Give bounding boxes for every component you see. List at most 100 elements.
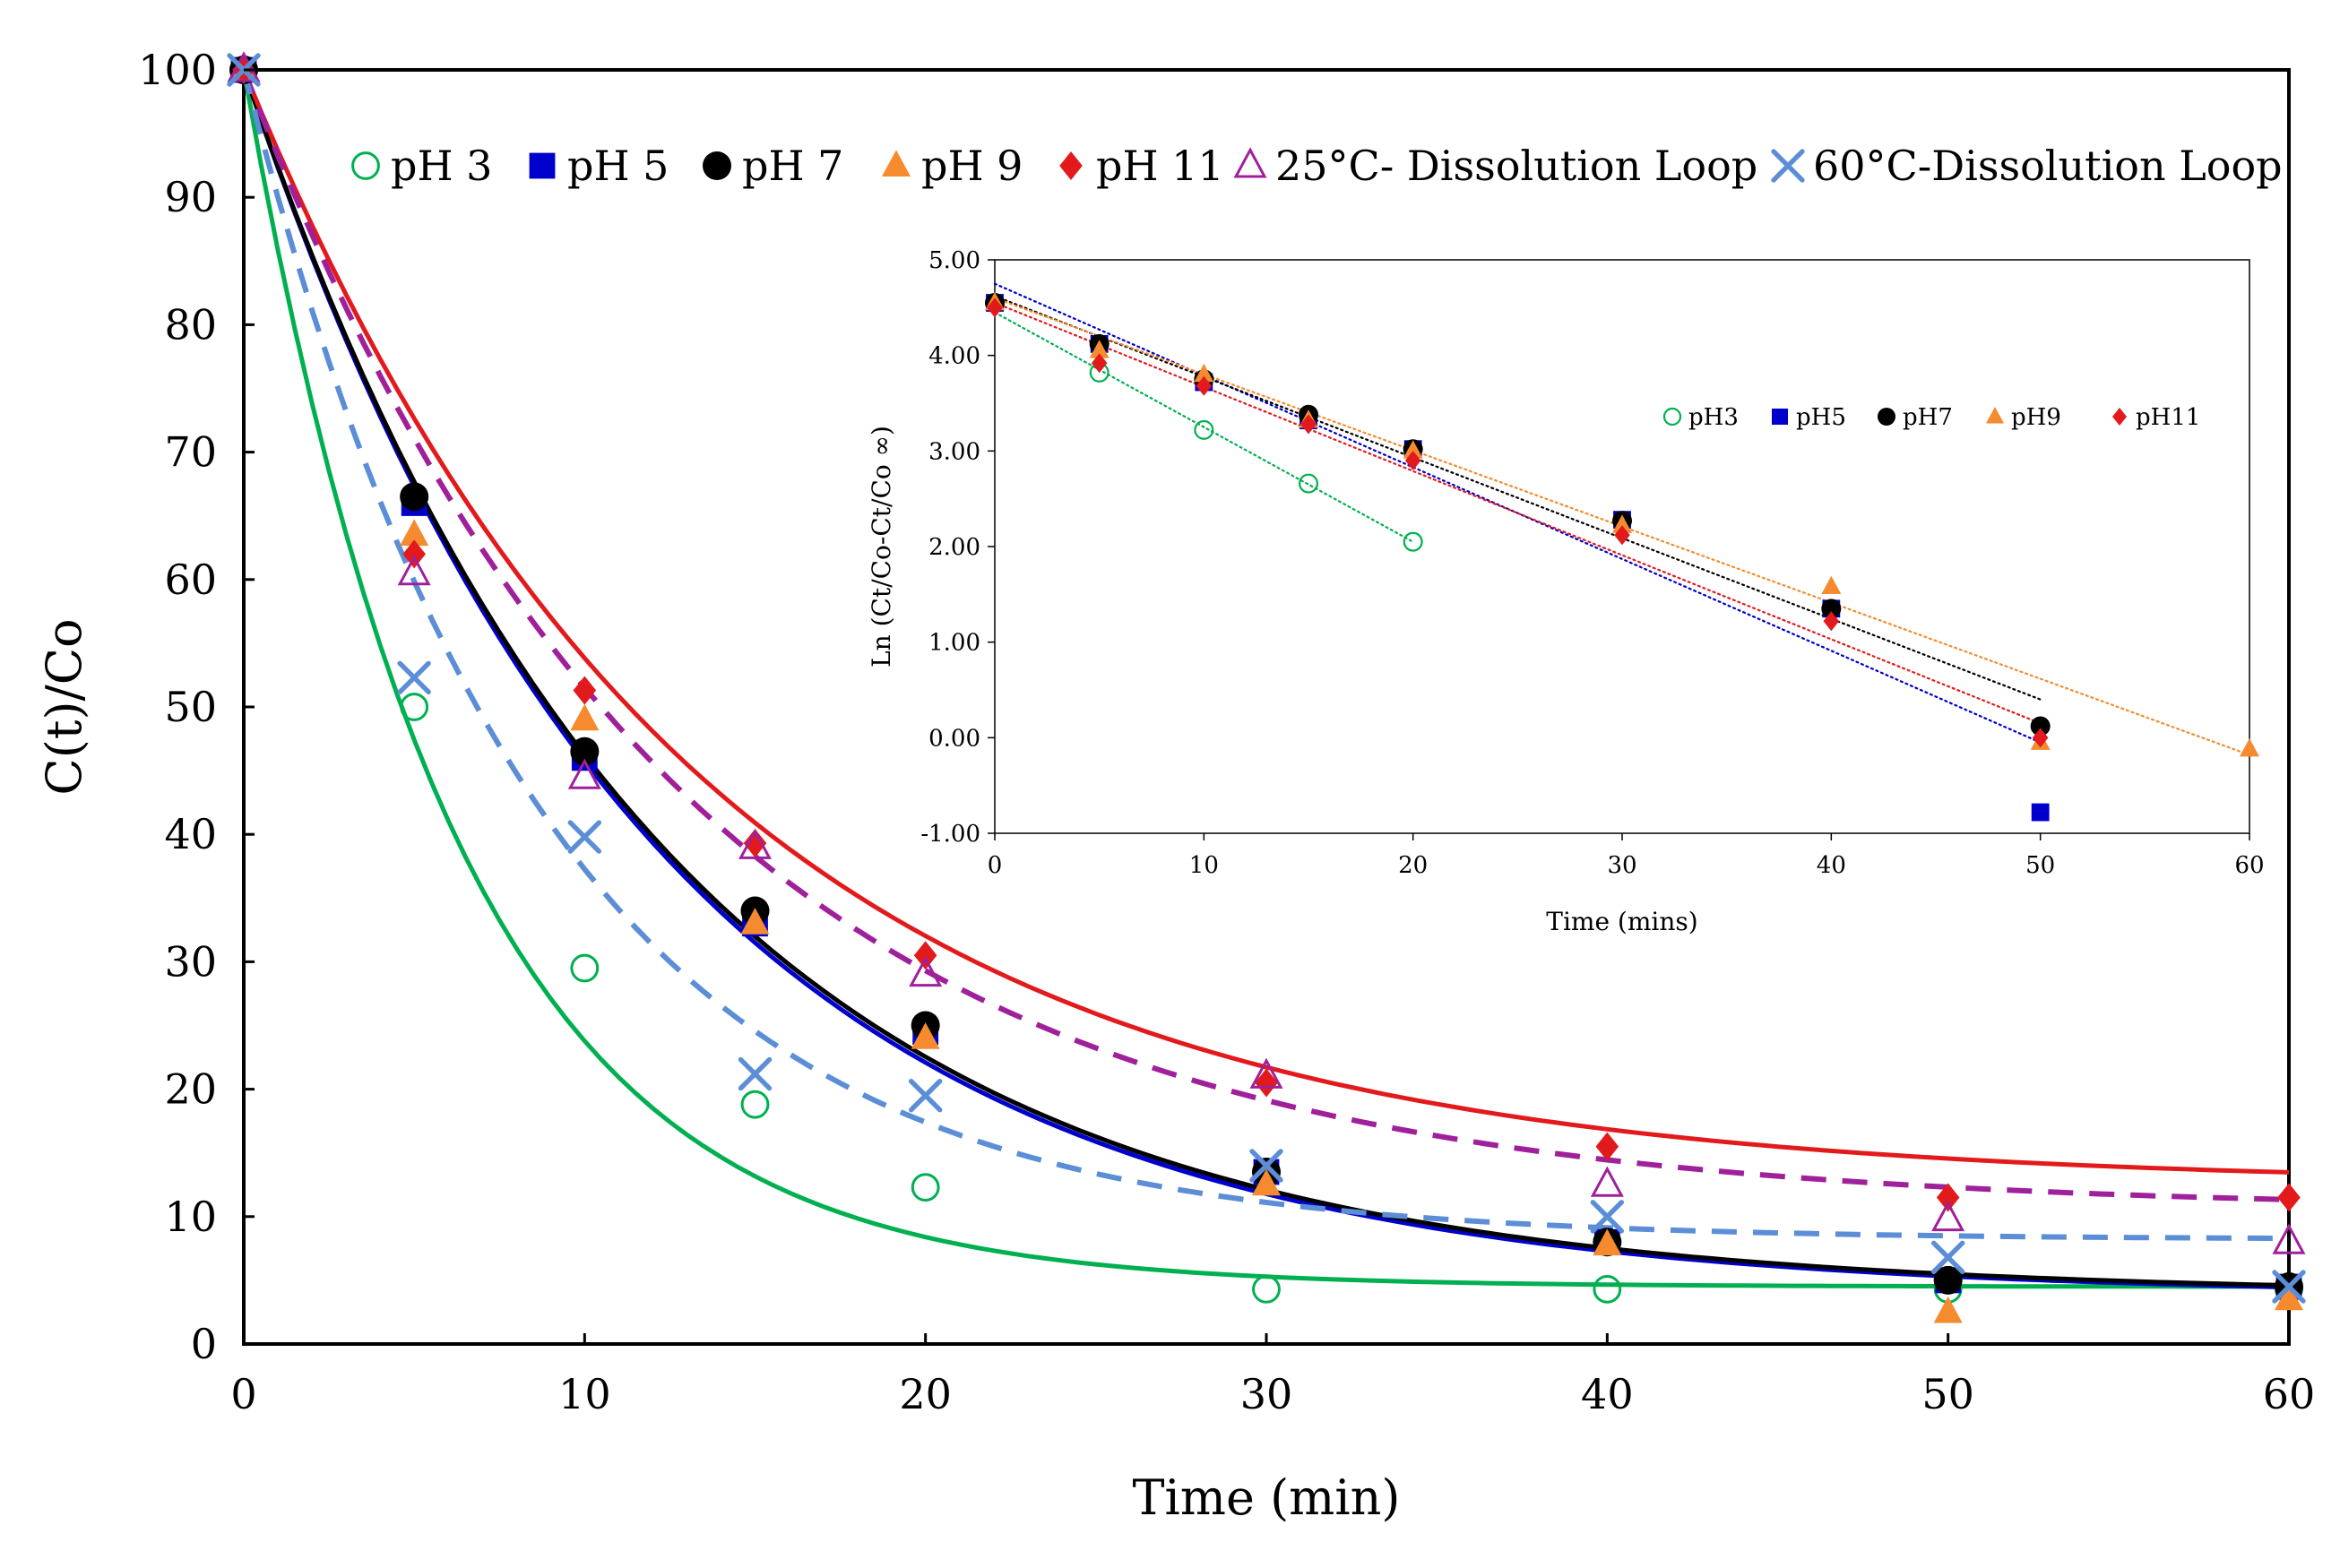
main-point-60-c-dissolution-loop	[1930, 1240, 1965, 1274]
inset-point-ph9	[1089, 340, 1110, 358]
main-point-ph-11	[1255, 1068, 1278, 1098]
main-legend-marker-25-c-dissolution-loop	[1233, 147, 1267, 178]
inset-point-ph9	[2240, 738, 2259, 757]
main-legend-label-ph-5: pH 5	[567, 142, 669, 190]
inset-point-ph5	[2031, 803, 2050, 822]
inset-point-ph11	[1823, 611, 1840, 632]
main-legend-marker-ph-11	[1059, 151, 1083, 180]
main-point-25-c-dissolution-loop	[738, 828, 773, 859]
inset-point-ph11	[987, 297, 1003, 318]
inset-point-ph9	[1821, 575, 1842, 595]
main-point-25-c-dissolution-loop	[567, 758, 601, 789]
main-point-ph-11	[913, 941, 937, 970]
inset-legend-label-ph9: pH9	[2011, 404, 2061, 431]
main-point-25-c-dissolution-loop	[1249, 1057, 1283, 1089]
main-y-tick-label: 100	[138, 46, 217, 94]
main-legend-label-60-c-dissolution-loop: 60°C-Dissolution Loop	[1813, 142, 2283, 190]
main-x-tick-label: 30	[1240, 1370, 1293, 1418]
inset-point-ph11	[2032, 728, 2049, 748]
inset-x-tick-label: 20	[1398, 852, 1428, 879]
inset-point-ph9	[1403, 440, 1423, 459]
inset-legend-marker-ph3	[1662, 407, 1682, 426]
main-legend-label-25-c-dissolution-loop: 25°C- Dissolution Loop	[1275, 142, 1757, 190]
main-point-ph-3	[1252, 1274, 1281, 1304]
inset-trendline-ph5	[993, 282, 2042, 744]
main-point-ph-9	[911, 1022, 940, 1049]
main-legend-label-ph-3: pH 3	[391, 142, 492, 190]
main-point-25-c-dissolution-loop	[397, 554, 431, 586]
main-legend-marker-ph-9	[882, 150, 911, 177]
main-x-axis-label: Time (min)	[1132, 1469, 1400, 1526]
inset-y-tick-label: 3.00	[928, 438, 980, 465]
inset-legend-label-ph7: pH7	[1903, 404, 1953, 431]
main-point-60-c-dissolution-loop	[567, 820, 602, 854]
main-point-ph-11	[1595, 1132, 1619, 1161]
main-legend-marker-ph-7	[703, 151, 731, 180]
inset-legend-label-ph3: pH3	[1688, 404, 1739, 431]
main-point-ph-9	[2275, 1283, 2303, 1311]
main-point-25-c-dissolution-loop	[909, 955, 943, 987]
main-point-ph-9	[400, 519, 429, 547]
main-point-60-c-dissolution-loop	[1249, 1149, 1283, 1183]
main-point-ph-11	[402, 539, 426, 569]
inset-point-ph11	[1404, 451, 1421, 470]
main-point-60-c-dissolution-loop	[908, 1079, 943, 1113]
main-point-ph-11	[573, 676, 597, 705]
inset-point-ph7	[2030, 716, 2051, 737]
main-point-ph-9	[570, 703, 600, 731]
inset-point-ph9	[1612, 514, 1632, 533]
main-point-ph-3	[570, 953, 600, 983]
inset-x-tick-label: 10	[1189, 852, 1219, 879]
inset-point-ph3	[1298, 473, 1318, 494]
main-legend-label-ph-7: pH 7	[742, 142, 843, 190]
inset-legend-label-ph11: pH11	[2136, 404, 2200, 431]
main-point-ph-11	[1936, 1183, 1960, 1212]
inset-y-tick-label: 1.00	[928, 630, 980, 657]
main-point-ph-3	[740, 1090, 770, 1119]
inset-trendline-ph3	[993, 311, 1414, 543]
main-legend-marker-60-c-dissolution-loop	[1771, 149, 1805, 183]
main-point-ph-11	[2277, 1183, 2301, 1212]
main-point-25-c-dissolution-loop	[1931, 1200, 1965, 1232]
main-fit-curve-ph-11	[241, 69, 2290, 1175]
main-point-60-c-dissolution-loop	[1590, 1200, 1625, 1234]
inset-y-tick-label: 4.00	[928, 343, 980, 370]
main-x-tick-label: 60	[2263, 1370, 2316, 1418]
main-y-axis-label: C(t)/Co	[36, 618, 92, 795]
main-point-ph-9	[1593, 1228, 1622, 1256]
main-point-25-c-dissolution-loop	[1590, 1166, 1624, 1197]
main-y-tick-label: 40	[164, 810, 217, 858]
inset-trendline-ph7	[993, 295, 2042, 701]
main-y-tick-label: 70	[164, 428, 217, 477]
main-point-ph-9	[1252, 1168, 1281, 1196]
inset-x-tick-label: 0	[988, 852, 1003, 879]
inset-x-tick-label: 30	[1607, 852, 1636, 879]
main-y-tick-label: 90	[164, 173, 217, 221]
inset-y-tick-label: 5.00	[928, 247, 980, 274]
inset-y-tick-label: 0.00	[928, 725, 980, 752]
inset-y-axis-label: Ln (Ct/Co-Ct/Co ∞)	[867, 426, 896, 668]
main-y-tick-label: 30	[164, 937, 217, 986]
inset-point-ph11	[1091, 353, 1108, 374]
inset-point-ph3	[1194, 419, 1214, 440]
inset-chart: 0 10 20 30 40 50 60 -1.00 0.00 1.00 2.00 3.00 4.00 5.…	[867, 247, 2265, 936]
main-point-25-c-dissolution-loop	[2272, 1223, 2306, 1254]
main-point-60-c-dissolution-loop	[397, 660, 431, 694]
main-point-25-c-dissolution-loop	[227, 51, 261, 82]
main-data-points	[227, 51, 2306, 1323]
main-point-ph-7	[570, 737, 600, 766]
inset-x-axis-label: Time (mins)	[1546, 907, 1697, 936]
inset-point-ph11	[1614, 525, 1630, 546]
main-point-ph-3	[400, 693, 429, 721]
main-x-tick-label: 40	[1581, 1370, 1634, 1418]
main-y-tick-label: 20	[164, 1065, 217, 1114]
main-point-ph-9	[740, 908, 770, 935]
inset-x-tick-label: 50	[2025, 852, 2055, 879]
inset-legend-marker-ph7	[1878, 408, 1895, 426]
main-y-tick-label: 80	[164, 300, 217, 349]
inset-legend-marker-ph11	[2112, 408, 2127, 426]
inset-axes: 0 10 20 30 40 50 60 -1.00 0.00 1.00 2.00 3.00 4.00 5.…	[920, 247, 2264, 879]
inset-trendline-ph11	[993, 301, 2042, 725]
main-y-tick-label: 10	[164, 1193, 217, 1241]
